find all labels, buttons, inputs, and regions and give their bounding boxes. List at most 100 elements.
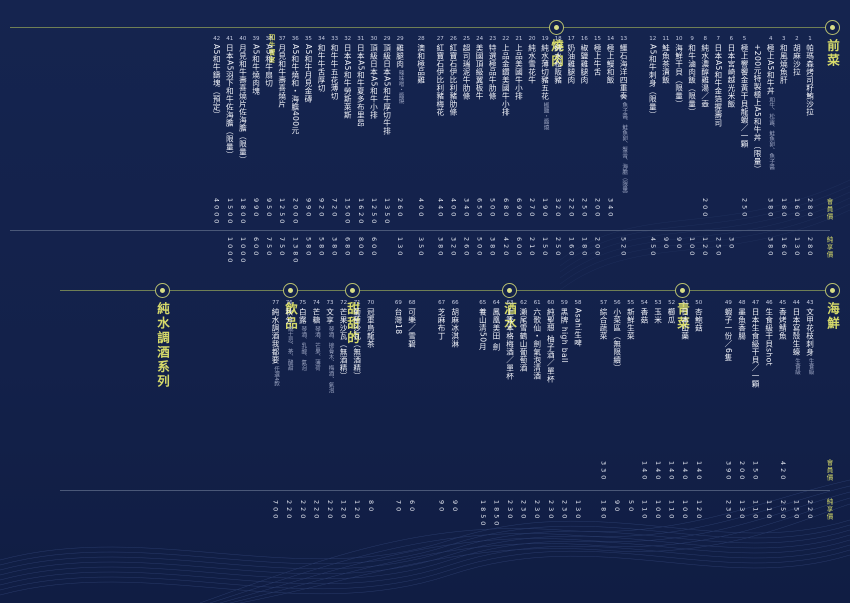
item-name: 日本A5和牛金箔握壽司 (713, 44, 723, 127)
menu-item: 25 超司瑞泥牛肋條 (460, 36, 474, 100)
item-name: 日本宮崎越光米飯 (726, 44, 736, 108)
menu-item: 56 小菜區（無限續） (610, 300, 624, 372)
item-member-price: 1 2 0 (353, 500, 362, 519)
item-name: 上等本格梅酒／單杯 (505, 308, 515, 380)
section-qingcai: 青菜 (673, 283, 692, 331)
item-name: 葡萄沙瓦（無酒精） (352, 308, 362, 380)
menu-item: 9 和牛滷肉飯（限量） (685, 36, 699, 116)
section-title: 甜甜的 (345, 302, 360, 346)
menu-item: 26 紅寶石伊比利豬肋條 (446, 36, 460, 116)
item-number: 40 (239, 36, 247, 42)
menu-item: 43 文甲花枝刺身 生食級 (803, 300, 817, 375)
item-regular-price: 3 9 0 (724, 461, 733, 480)
item-member-price: 5 8 0 (317, 237, 326, 256)
item-name: 和牛牛舌厚切 (317, 44, 326, 92)
menu-item: 54 香菇 (637, 300, 651, 324)
section-tiantiande: 甜甜的 (343, 283, 362, 346)
item-name: 日本A5和牛勞斯萊斯 (343, 44, 353, 119)
item-member-price: 1 2 0 (694, 500, 703, 519)
item-regular-price: 6 5 0 (475, 198, 484, 217)
menu-item: 52 櫛瓜 (665, 300, 679, 324)
item-member-price: 1 5 0 (541, 237, 550, 256)
section-jiushui: 酒水 (500, 283, 519, 331)
item-regular-price: 9 9 0 (252, 198, 260, 217)
menu-item: 7 日本A5和牛金箔握壽司 (711, 36, 725, 127)
item-regular-price: 4 0 0 (417, 198, 426, 217)
item-name: 櫛瓜 (667, 308, 677, 324)
item-name: 芝麻布丁 (437, 308, 447, 340)
menu-item: 29 頂級日本A5和牛厚切牛排 (380, 36, 394, 135)
item-number: 19 (541, 36, 549, 42)
item-name: A5和牛鑄塊（預定） (212, 44, 222, 119)
item-number: 44 (792, 300, 800, 306)
menu-item: 35 A5和牛月見金磚 (301, 36, 315, 103)
item-member-price: 1 8 5 0 (492, 500, 501, 526)
menu-item: 75 白露 琴酒、乳酸、氣泡 (296, 300, 310, 371)
item-name: 冠軍烏龍茶 (366, 308, 376, 348)
item-member-price: 7 5 0 (278, 237, 287, 256)
menu-item: 58 Asahi生啤 (571, 300, 585, 347)
menu-item: 42 A5和牛鑄塊（預定） (210, 36, 224, 119)
item-name: 養山清50月 (478, 308, 488, 351)
item-number: 12 (649, 36, 657, 42)
menu-item: 21 上品美國牛小排 (512, 36, 526, 100)
item-name: A5和牛燒和・海膽400元 (290, 44, 300, 135)
item-member-price: 2 3 0 (533, 500, 542, 519)
item-number: 34 (318, 36, 325, 42)
item-number: 1 (808, 36, 812, 42)
item-member-price: 5 8 0 (304, 237, 313, 256)
item-regular-price: 2 0 0 (701, 198, 710, 217)
item-name: 鮭魚茶漬飯 (661, 44, 671, 84)
item-number: 18 (554, 36, 562, 42)
item-member-price: 2 2 0 (326, 500, 334, 519)
item-member-price: 1 0 0 (654, 500, 662, 519)
item-number: 33 (331, 36, 339, 42)
item-name: 鳳凰美田 劍 (491, 308, 501, 351)
section-title: 青菜 (675, 302, 690, 331)
item-name: 月見和牛壽喜燒片 (277, 44, 287, 108)
item-number: 68 (408, 300, 416, 306)
item-name: 極上A5和牛丼 (766, 44, 776, 95)
item-regular-price: 1 4 0 (640, 461, 649, 480)
menu-item: 24 美國頂級翼板牛 (473, 36, 487, 100)
menu-item: 40 月見和牛壽喜燒片佐海膽（限量） (236, 36, 250, 164)
leaf-icon (825, 20, 840, 35)
item-number: 17 (567, 36, 575, 42)
menu-item: 69 台灣18 (391, 300, 405, 334)
item-name: 純水薄切豬五花 (540, 44, 550, 100)
section-title: 飲品 (283, 302, 298, 331)
item-member-price: 1 1 0 (765, 500, 774, 519)
item-name: 白露 (298, 308, 308, 324)
item-regular-price: 4 2 0 (778, 461, 787, 480)
item-member-price: 1 8 0 (580, 237, 589, 256)
section-title: 海鮮 (825, 302, 840, 331)
item-member-price: 1 3 0 (792, 237, 801, 256)
item-name: A5和牛月見金磚 (303, 44, 313, 103)
item-name: 蝦子一份／6隻 (723, 308, 733, 362)
item-name: 黑牌 high ball (559, 308, 569, 364)
item-regular-price: 2 7 0 (528, 198, 536, 217)
item-name: 日本寫殼生蠔 (791, 308, 801, 356)
item-name: 特選極品牛肋條 (488, 44, 498, 100)
item-member-price: 1 3 0 (738, 500, 746, 519)
item-member-price: 3 2 0 (449, 237, 458, 256)
menu-item: 22 上品金鑽美國牛小排 (499, 36, 513, 116)
item-name: 芒糖 (311, 308, 321, 324)
item-member-price: 2 8 0 (806, 237, 814, 256)
item-member-price: 3 0 (727, 237, 736, 249)
item-name: A5和牛燒肉塊 (251, 44, 261, 95)
item-regular-price: 3 4 0 (462, 198, 471, 217)
item-name: 胡麻沙拉 (792, 44, 802, 76)
item-regular-price: 1 5 0 (751, 461, 760, 480)
item-name: 小菜區（無限續） (612, 308, 622, 372)
item-member-price: 9 0 (661, 237, 670, 249)
item-number: 46 (765, 300, 773, 306)
item-name: 香烤鯖魚 (778, 308, 788, 340)
item-name: 新鮮生菜 (626, 308, 636, 340)
item-name: A5和牛刺身（限量） (648, 44, 658, 119)
menu-item: 11 鮭魚茶漬飯 (659, 36, 673, 84)
item-name: 六歌仙・劍氣泡清酒 (532, 308, 542, 380)
item-member-price: 1 5 0 (792, 500, 801, 519)
item-number: 23 (489, 36, 497, 42)
menu-item: 13 鱷石海洋四重奏 魚子醬、鮭魚卵、蟹膏、海膽（限量） (617, 36, 631, 197)
